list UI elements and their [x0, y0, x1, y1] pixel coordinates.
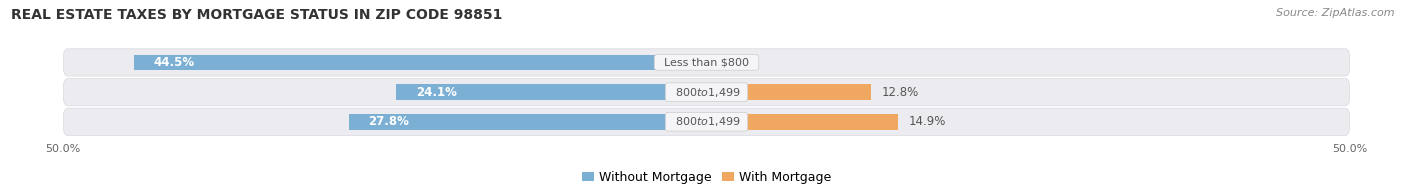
Text: Source: ZipAtlas.com: Source: ZipAtlas.com — [1277, 8, 1395, 18]
Text: 0.0%: 0.0% — [720, 56, 749, 69]
Text: 12.8%: 12.8% — [882, 86, 918, 99]
Bar — [707, 84, 872, 100]
Text: $800 to $1,499: $800 to $1,499 — [668, 86, 745, 99]
Bar — [707, 114, 898, 130]
Text: 44.5%: 44.5% — [153, 56, 194, 69]
Bar — [396, 84, 707, 100]
FancyBboxPatch shape — [63, 78, 1350, 106]
Text: 14.9%: 14.9% — [908, 115, 946, 128]
Text: 24.1%: 24.1% — [416, 86, 457, 99]
FancyBboxPatch shape — [63, 49, 1350, 76]
FancyBboxPatch shape — [63, 108, 1350, 135]
Bar — [349, 114, 707, 130]
Text: 27.8%: 27.8% — [368, 115, 409, 128]
Text: $800 to $1,499: $800 to $1,499 — [668, 115, 745, 128]
Text: REAL ESTATE TAXES BY MORTGAGE STATUS IN ZIP CODE 98851: REAL ESTATE TAXES BY MORTGAGE STATUS IN … — [11, 8, 502, 22]
Text: Less than $800: Less than $800 — [657, 57, 756, 67]
Bar — [134, 55, 707, 70]
Legend: Without Mortgage, With Mortgage: Without Mortgage, With Mortgage — [576, 166, 837, 189]
